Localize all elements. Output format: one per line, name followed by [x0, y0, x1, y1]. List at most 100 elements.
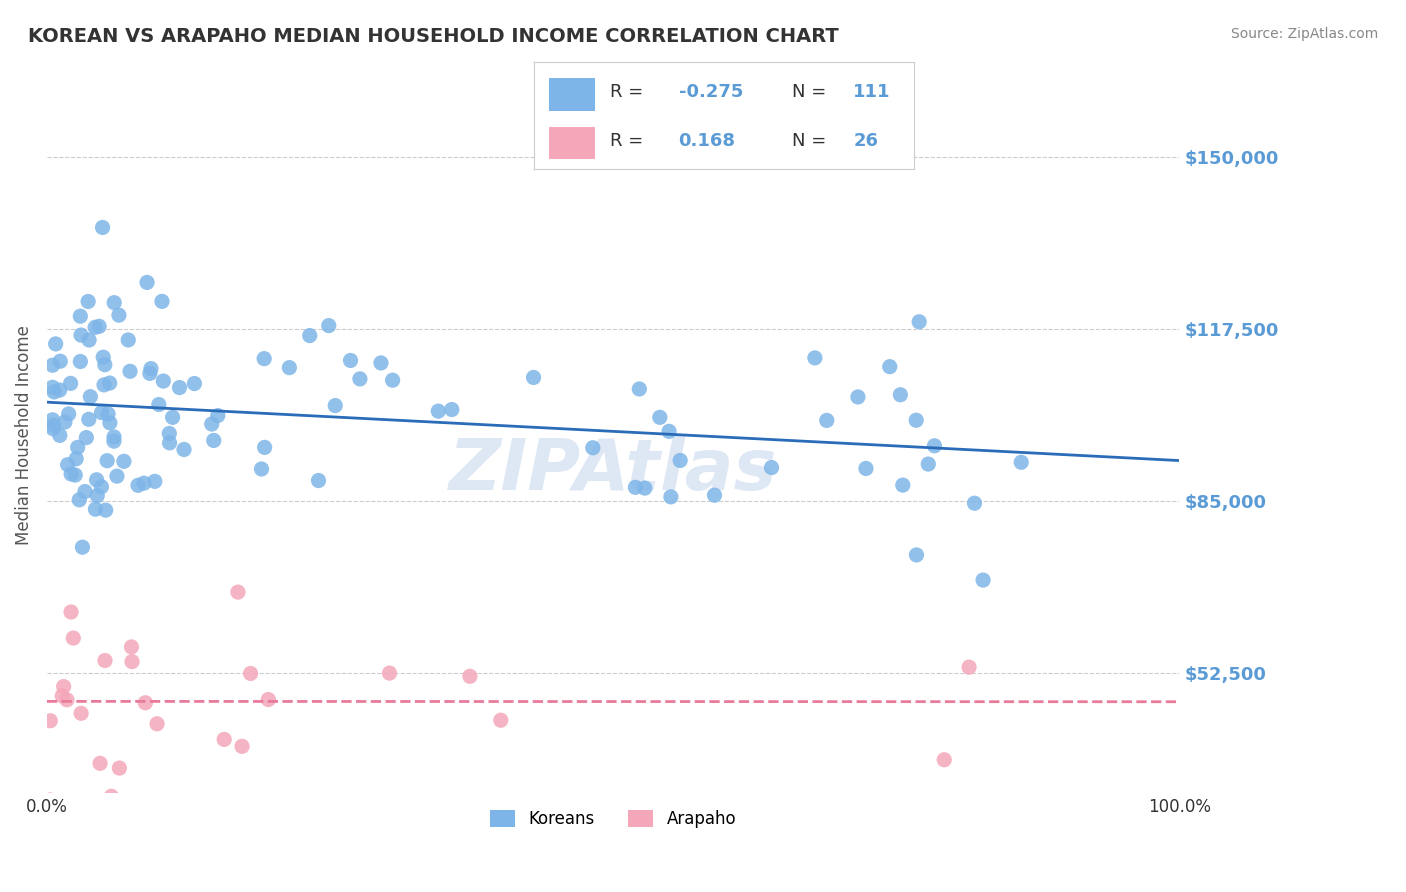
Point	[75, 431, 97, 445]
Point	[658, 425, 681, 439]
Point	[339, 353, 361, 368]
Point	[97, 407, 120, 421]
Point	[56, 458, 79, 472]
Point	[349, 372, 371, 386]
Point	[41, 413, 63, 427]
Point	[59, 376, 82, 391]
Point	[84, 320, 107, 334]
Point	[86, 489, 108, 503]
Point	[201, 417, 224, 431]
Point	[53, 415, 76, 429]
Point	[62, 631, 84, 645]
Point	[100, 789, 122, 804]
Point	[253, 441, 276, 455]
Point	[253, 351, 276, 366]
Point	[52, 680, 75, 694]
Point	[381, 373, 404, 387]
Point	[761, 460, 783, 475]
Point	[58, 407, 80, 421]
Point	[134, 696, 156, 710]
Point	[889, 388, 911, 402]
Point	[879, 359, 901, 374]
Point	[703, 488, 725, 502]
Legend: Koreans, Arapaho: Koreans, Arapaho	[484, 803, 742, 834]
FancyBboxPatch shape	[550, 127, 595, 159]
Point	[278, 360, 301, 375]
Point	[963, 496, 986, 510]
Point	[121, 655, 143, 669]
Point	[202, 434, 225, 448]
Point	[69, 309, 91, 323]
Point	[139, 367, 162, 381]
Point	[891, 478, 914, 492]
Point	[103, 430, 125, 444]
Point	[148, 397, 170, 411]
Point	[93, 377, 115, 392]
Point	[42, 422, 65, 436]
Point	[146, 716, 169, 731]
Point	[250, 462, 273, 476]
Point	[51, 689, 73, 703]
Point	[70, 328, 93, 343]
Point	[91, 220, 114, 235]
Point	[257, 692, 280, 706]
Point	[489, 713, 512, 727]
Point	[72, 540, 94, 554]
Point	[804, 351, 827, 365]
Point	[86, 473, 108, 487]
Point	[70, 706, 93, 721]
Point	[118, 364, 141, 378]
Point	[917, 457, 939, 471]
Point	[669, 453, 692, 467]
Point	[905, 548, 928, 562]
Point	[624, 480, 647, 494]
Point	[323, 399, 346, 413]
Point	[49, 354, 72, 368]
Text: R =: R =	[610, 84, 650, 102]
Point	[69, 354, 91, 368]
Point	[56, 693, 79, 707]
Point	[136, 276, 159, 290]
Point	[127, 478, 149, 492]
Point	[96, 453, 118, 467]
Point	[112, 454, 135, 468]
Point	[39, 793, 62, 807]
Text: ZIPAtlas: ZIPAtlas	[449, 436, 778, 505]
Point	[117, 333, 139, 347]
Point	[98, 416, 121, 430]
Point	[90, 480, 112, 494]
Point	[108, 308, 131, 322]
Point	[183, 376, 205, 391]
Point	[48, 383, 70, 397]
Point	[634, 481, 657, 495]
Point	[103, 434, 125, 449]
Point	[1010, 455, 1032, 469]
Point	[94, 654, 117, 668]
Text: 111: 111	[853, 84, 890, 102]
Point	[77, 294, 100, 309]
Point	[440, 402, 463, 417]
Point	[98, 376, 121, 390]
Point	[150, 294, 173, 309]
Point	[972, 573, 994, 587]
Point	[121, 640, 143, 654]
Point	[42, 418, 65, 433]
Point	[132, 476, 155, 491]
Point	[582, 441, 605, 455]
Point	[427, 404, 450, 418]
Text: 0.168: 0.168	[679, 132, 735, 150]
Text: 26: 26	[853, 132, 879, 150]
Text: N =: N =	[793, 84, 832, 102]
Point	[924, 439, 946, 453]
Point	[103, 295, 125, 310]
Point	[957, 660, 980, 674]
Text: KOREAN VS ARAPAHO MEDIAN HOUSEHOLD INCOME CORRELATION CHART: KOREAN VS ARAPAHO MEDIAN HOUSEHOLD INCOM…	[28, 27, 839, 45]
Point	[105, 469, 128, 483]
Point	[84, 502, 107, 516]
Point	[65, 451, 87, 466]
Point	[905, 413, 928, 427]
Point	[815, 413, 838, 427]
Point	[458, 669, 481, 683]
Point	[41, 380, 63, 394]
Point	[934, 753, 956, 767]
